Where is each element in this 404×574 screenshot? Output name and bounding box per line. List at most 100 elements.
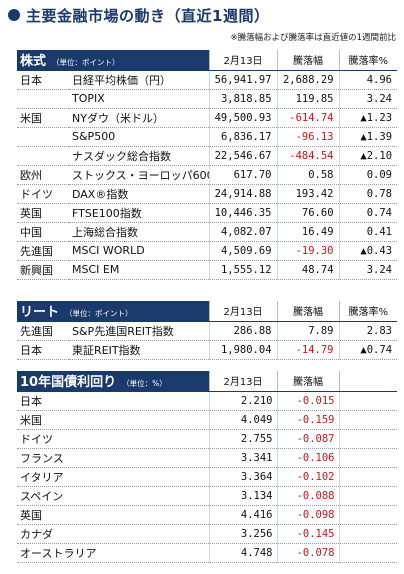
bonds-row: カナダ 3.256 -0.145 [17,524,397,544]
stocks-change-cell: -484.54 [276,146,340,166]
reit-region-cell: 先進国 [17,321,69,341]
bonds-country-cell: ドイツ [17,429,209,449]
reit-change-cell: 7.89 [276,321,340,341]
stocks-row: 中国 上海総合指数 4,082.07 16.49 0.41 [17,222,398,242]
reit-change-cell: -14.79 [276,340,340,360]
stocks-region-cell: 先進国 [17,241,69,261]
bonds-change-cell: -0.088 [276,486,339,506]
reit-header-date: 2月13日 [208,301,278,322]
bonds-country-cell: 米国 [17,410,209,430]
bonds-empty-cell [338,391,397,411]
stocks-rate-cell: 4.96 [338,70,398,90]
bonds-empty-cell [338,543,397,563]
bonds-header-label: 10年国債利回り （単位：%） [17,371,209,392]
stocks-region-cell: 新興国 [17,260,69,280]
stocks-row: TOPIX 3,818.85 119.85 3.24 [17,89,398,109]
reit-row: 先進国 S&P先進国REIT指数 286.88 7.89 2.83 [17,321,398,341]
stocks-row: 先進国 MSCI WORLD 4,509.69 -19.30 ▲0.43 [17,241,398,261]
bonds-value-cell: 3.341 [208,448,277,468]
bonds-value-cell: 3.256 [208,524,277,544]
stocks-value-cell: 617.70 [208,165,278,185]
stocks-value-cell: 22,546.67 [208,146,278,166]
stocks-row: 米国 NYダウ（米ドル） 49,500.93 -614.74 ▲1.23 [17,108,398,128]
stocks-row: ナスダック総合指数 22,546.67 -484.54 ▲2.10 [17,146,398,166]
bonds-empty-cell [338,410,397,430]
stocks-header-label: 株式 （単位：ポイント） [17,50,210,71]
reit-name-cell: 東証REIT指数 [69,340,210,360]
stocks-value-cell: 6,836.17 [208,127,278,147]
footnote: ※騰落幅および騰落率は直近値の1週間前比 [230,33,396,43]
bonds-empty-cell [338,429,397,449]
bonds-change-cell: -0.098 [276,505,339,525]
bonds-table: 10年国債利回り （単位：%） 2月13日 騰落幅 日本 2.210 -0.015 米国… [17,371,397,563]
stocks-rate-cell: 0.74 [338,203,398,223]
stocks-name-cell: MSCI EM [69,260,210,280]
stocks-row: 欧州 ストックス・ヨーロッパ600 617.70 0.58 0.09 [17,165,398,185]
reit-rate-cell: ▲0.74 [338,340,398,360]
bonds-empty-cell [338,486,397,506]
reit-header-rate: 騰落率% [338,301,398,322]
stocks-value-cell: 3,818.85 [208,89,278,109]
stocks-region-cell: 中国 [17,222,69,242]
stocks-region-cell: 日本 [17,70,69,90]
stocks-region-cell: 欧州 [17,165,69,185]
stocks-row: S&P500 6,836.17 -96.13 ▲1.39 [17,127,398,147]
stocks-change-cell: -19.30 [276,241,340,261]
bonds-country-cell: イタリア [17,467,209,487]
stocks-name-cell: DAX®指数 [69,184,210,204]
reit-value-cell: 286.88 [208,321,278,341]
bonds-row: 英国 4.416 -0.098 [17,505,397,525]
reit-region-cell: 日本 [17,340,69,360]
reit-row: 日本 東証REIT指数 1,980.04 -14.79 ▲0.74 [17,340,398,360]
bonds-row: イタリア 3.364 -0.102 [17,467,397,487]
bonds-change-cell: -0.159 [276,410,339,430]
stocks-row: 英国 FTSE100指数 10,446.35 76.60 0.74 [17,203,398,223]
stocks-header-date: 2月13日 [208,50,278,71]
bonds-header-empty [338,371,397,392]
stocks-rate-cell: 0.09 [338,165,398,185]
bonds-change-cell: -0.106 [276,448,339,468]
stocks-change-cell: 2,688.29 [276,70,340,90]
stocks-header-rate: 騰落率% [338,50,398,71]
bonds-country-cell: 日本 [17,391,209,411]
stocks-value-cell: 10,446.35 [208,203,278,223]
stocks-name-cell: S&P500 [69,127,210,147]
stocks-table: 株式 （単位：ポイント） 2月13日 騰落幅 騰落率% 日本 日経平均株価（円） 56… [17,50,398,280]
bonds-change-cell: -0.078 [276,543,339,563]
stocks-name-cell: 上海総合指数 [69,222,210,242]
stocks-row: 新興国 MSCI EM 1,555.12 48.74 3.24 [17,260,398,280]
bonds-change-cell: -0.087 [276,429,339,449]
bonds-country-cell: オーストラリア [17,543,209,563]
bonds-value-cell: 4.748 [208,543,277,563]
stocks-change-cell: 16.49 [276,222,340,242]
stocks-rate-cell: ▲1.39 [338,127,398,147]
stocks-name-cell: NYダウ（米ドル） [69,108,210,128]
stocks-name-cell: TOPIX [69,89,210,109]
stocks-value-cell: 49,500.93 [208,108,278,128]
stocks-value-cell: 24,914.88 [208,184,278,204]
stocks-region-cell: 米国 [17,108,69,128]
reit-table: リート （単位：ポイント） 2月13日 騰落幅 騰落率% 先進国 S&P先進国REI… [17,301,398,360]
bonds-change-cell: -0.015 [276,391,339,411]
stocks-rate-cell: ▲2.10 [338,146,398,166]
stocks-region-cell: ドイツ [17,184,69,204]
bonds-row: スペイン 3.134 -0.088 [17,486,397,506]
stocks-region-cell [17,127,69,147]
bonds-country-cell: スペイン [17,486,209,506]
bonds-row: 日本 2.210 -0.015 [17,391,397,411]
stocks-name-cell: FTSE100指数 [69,203,210,223]
bonds-empty-cell [338,505,397,525]
stocks-region-cell [17,89,69,109]
bonds-value-cell: 3.134 [208,486,277,506]
stocks-change-cell: 193.42 [276,184,340,204]
stocks-rate-cell: 0.41 [338,222,398,242]
stocks-rate-cell: ▲1.23 [338,108,398,128]
bonds-value-cell: 2.755 [208,429,277,449]
bonds-header-date: 2月13日 [208,371,277,392]
stocks-rate-cell: 3.24 [338,89,398,109]
bonds-value-cell: 3.364 [208,467,277,487]
bonds-country-cell: フランス [17,448,209,468]
bonds-value-cell: 2.210 [208,391,277,411]
bonds-empty-cell [338,467,397,487]
bonds-change-cell: -0.102 [276,467,339,487]
